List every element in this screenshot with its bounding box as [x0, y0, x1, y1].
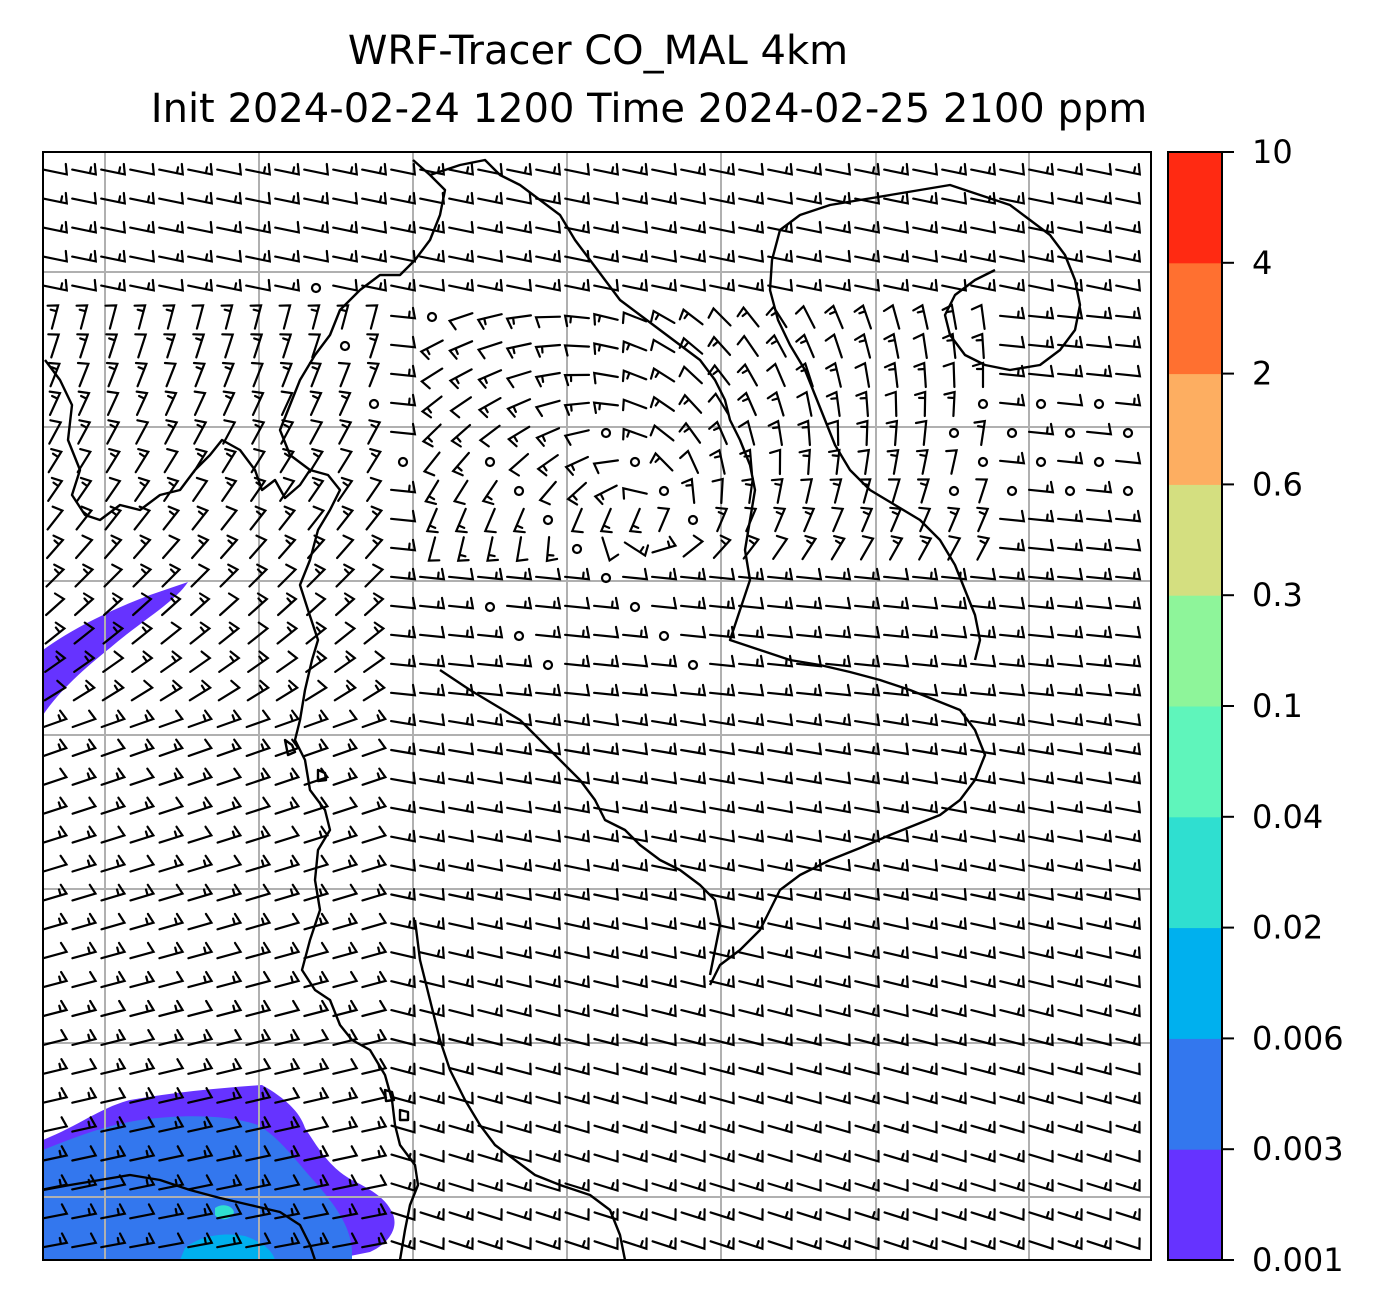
colorbar-tick-label: 0.1 [1252, 687, 1303, 725]
colorbar-tick-label: 0.001 [1252, 1241, 1344, 1279]
coastline-gulf [768, 229, 982, 661]
colorbar [1168, 152, 1222, 1261]
coastline-islands [283, 738, 410, 1122]
calm-wind-markers [310, 282, 1134, 671]
plume-west [43, 582, 188, 715]
map-frame [42, 151, 1152, 1261]
colorbar-segment [1168, 262, 1222, 375]
colorbar-tick-label: 0.3 [1252, 576, 1303, 614]
colorbar-segment [1168, 1149, 1222, 1261]
colorbar-segment [1168, 152, 1222, 264]
colorbar-ticks: 0.001 0.003 0.006 0.02 0.04 0.1 0.3 0.6 2 4 10 [1222, 133, 1344, 1279]
chart-title-line-1: WRF-Tracer CO_MAL 4km [347, 28, 849, 74]
colorbar-tick-label: 2 [1252, 355, 1272, 393]
colorbar-segment [1168, 816, 1222, 929]
colorbar-segment [1168, 373, 1222, 485]
colorbar-tick-label: 4 [1252, 244, 1272, 282]
colorbar-tick-label: 0.04 [1252, 798, 1323, 836]
plume-southwest-inner [180, 1234, 275, 1260]
colorbar-tick-label: 0.003 [1252, 1130, 1344, 1168]
map-gridlines [43, 152, 1151, 1260]
colorbar-tick-label: 10 [1252, 133, 1293, 171]
colorbar-segment [1168, 1038, 1222, 1150]
colorbar-segment [1168, 706, 1222, 818]
chart-title-line-2: Init 2024-02-24 1200 Time 2024-02-25 210… [150, 86, 1148, 132]
coastline-inner-sea [439, 669, 722, 976]
colorbar-segment [1168, 484, 1222, 596]
coastline-west [44, 359, 420, 1260]
coastline-central-peninsula [278, 159, 447, 471]
colorbar-tick-label: 0.6 [1252, 465, 1303, 503]
colorbar-segment [1168, 927, 1222, 1039]
wind-barbs [43, 162, 1142, 1251]
colorbar-segment [1168, 595, 1222, 707]
coastline-north [429, 158, 987, 986]
colorbar-tick-label: 0.006 [1252, 1019, 1344, 1057]
colorbar-tick-label: 0.02 [1252, 909, 1323, 947]
